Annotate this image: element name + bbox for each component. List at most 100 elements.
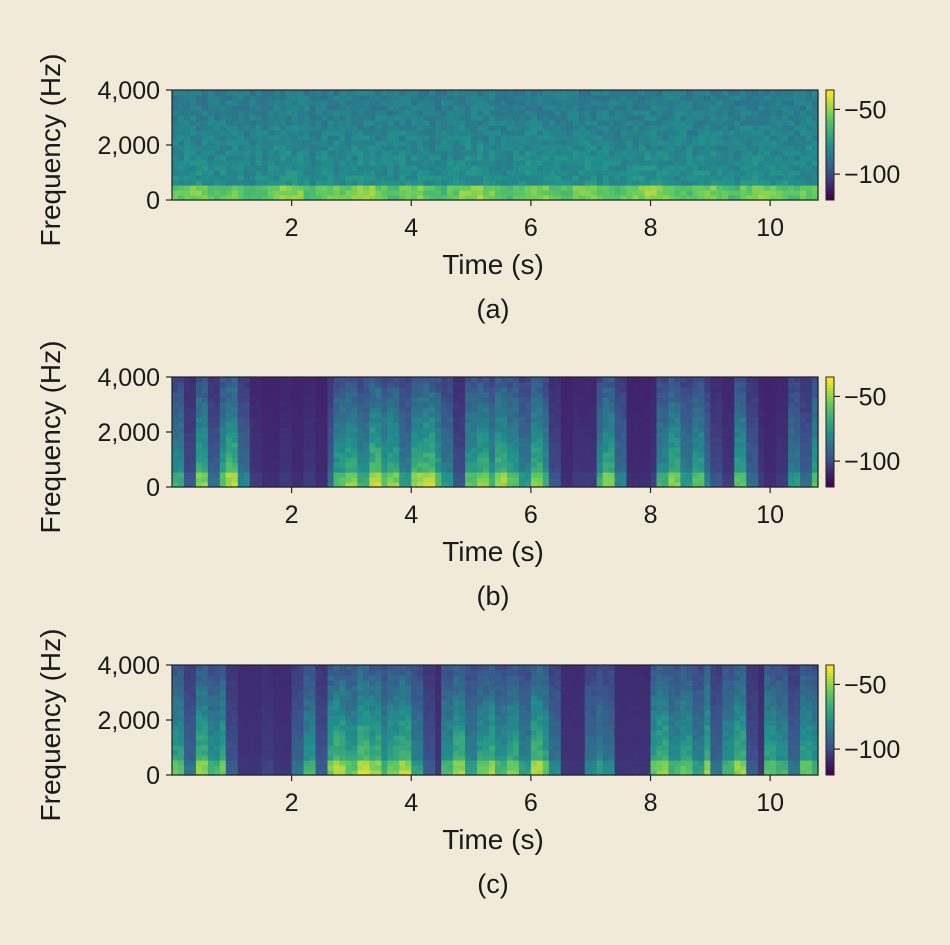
heatmap-cell [626, 462, 634, 468]
heatmap-cell [189, 695, 197, 701]
heatmap-cell [728, 95, 735, 101]
heatmap-cell [201, 105, 209, 111]
heatmap-cell [728, 175, 735, 181]
heatmap-cell [321, 427, 329, 433]
heatmap-cell [291, 432, 299, 438]
heatmap-cell [225, 140, 233, 146]
heatmap-cell [285, 472, 293, 478]
heatmap-cell [285, 412, 293, 418]
heatmap-cell [500, 477, 508, 483]
heatmap-cell [620, 412, 628, 418]
heatmap-cell [477, 140, 484, 146]
heatmap-cell [183, 665, 191, 671]
heatmap-cell [776, 180, 783, 186]
heatmap-cell [614, 432, 622, 438]
heatmap-cell [746, 120, 753, 126]
heatmap-cell [309, 417, 317, 423]
heatmap-cell [530, 447, 538, 453]
heatmap-cell [207, 105, 215, 111]
heatmap-cell [548, 125, 556, 131]
heatmap-cell [614, 125, 622, 131]
heatmap-cell [177, 462, 185, 468]
heatmap-cell [692, 427, 699, 433]
heatmap-cell [207, 165, 215, 171]
heatmap-cell [243, 427, 251, 433]
heatmap-cell [572, 462, 580, 468]
heatmap-cell [291, 170, 299, 176]
heatmap-cell [231, 140, 239, 146]
heatmap-cell [213, 427, 221, 433]
heatmap-cell [740, 95, 747, 101]
heatmap-cell [590, 190, 598, 196]
heatmap-cell [620, 145, 628, 151]
heatmap-cell [740, 412, 747, 418]
heatmap-cell [435, 422, 442, 428]
heatmap-cell [375, 140, 382, 146]
heatmap-cell [704, 377, 711, 383]
heatmap-cell [806, 165, 813, 171]
heatmap-cell [423, 195, 430, 201]
heatmap-cell [704, 437, 711, 443]
heatmap-cell [590, 447, 598, 453]
heatmap-cell [189, 185, 197, 191]
heatmap-cell [172, 382, 179, 388]
heatmap-cell [734, 387, 741, 393]
heatmap-cell [237, 432, 245, 438]
heatmap-cell [560, 477, 568, 483]
heatmap-cell [309, 472, 317, 478]
heatmap-cell [435, 447, 442, 453]
heatmap-cell [584, 407, 592, 413]
heatmap-cell [459, 457, 466, 463]
heatmap-cell [566, 452, 574, 458]
heatmap-cell [782, 155, 789, 161]
heatmap-cell [369, 432, 376, 438]
heatmap-cell [411, 135, 418, 141]
heatmap-cell [578, 100, 586, 106]
heatmap-cell [740, 452, 747, 458]
heatmap-cell [554, 457, 562, 463]
heatmap-cell [710, 437, 717, 443]
heatmap-cell [381, 402, 388, 408]
heatmap-cell [638, 417, 646, 423]
heatmap-cell [602, 165, 610, 171]
heatmap-cell [273, 120, 281, 126]
heatmap-cell [327, 110, 335, 116]
heatmap-cell [183, 155, 191, 161]
heatmap-cell [794, 195, 801, 201]
heatmap-cell [698, 110, 705, 116]
heatmap-cell [411, 462, 418, 468]
heatmap-cell [447, 467, 454, 473]
heatmap-cell [518, 387, 526, 393]
heatmap-cell [722, 145, 729, 151]
heatmap-cell [728, 382, 735, 388]
heatmap-cell [429, 472, 436, 478]
heatmap-cell [620, 442, 628, 448]
heatmap-cell [477, 135, 484, 141]
heatmap-cell [333, 427, 341, 433]
heatmap-cell [764, 477, 771, 483]
heatmap-cell [560, 457, 568, 463]
heatmap-cell [297, 175, 305, 181]
heatmap-cell [620, 185, 628, 191]
heatmap-cell [411, 382, 418, 388]
heatmap-cell [177, 770, 185, 776]
heatmap-cell [530, 482, 538, 488]
heatmap-cell [213, 195, 221, 201]
heatmap-cell [195, 427, 203, 433]
heatmap-cell [297, 382, 305, 388]
heatmap-cell [776, 432, 783, 438]
heatmap-cell [584, 477, 592, 483]
heatmap-cell [578, 150, 586, 156]
heatmap-cell [608, 377, 616, 383]
heatmap-cell [530, 90, 538, 96]
heatmap-cell [465, 387, 472, 393]
heatmap-cell [411, 477, 418, 483]
heatmap-cell [794, 95, 801, 101]
heatmap-cell [249, 145, 257, 151]
heatmap-cell [357, 120, 365, 126]
heatmap-cell [512, 432, 520, 438]
heatmap-cell [530, 427, 538, 433]
heatmap-cell [536, 472, 544, 478]
heatmap-cell [506, 155, 514, 161]
